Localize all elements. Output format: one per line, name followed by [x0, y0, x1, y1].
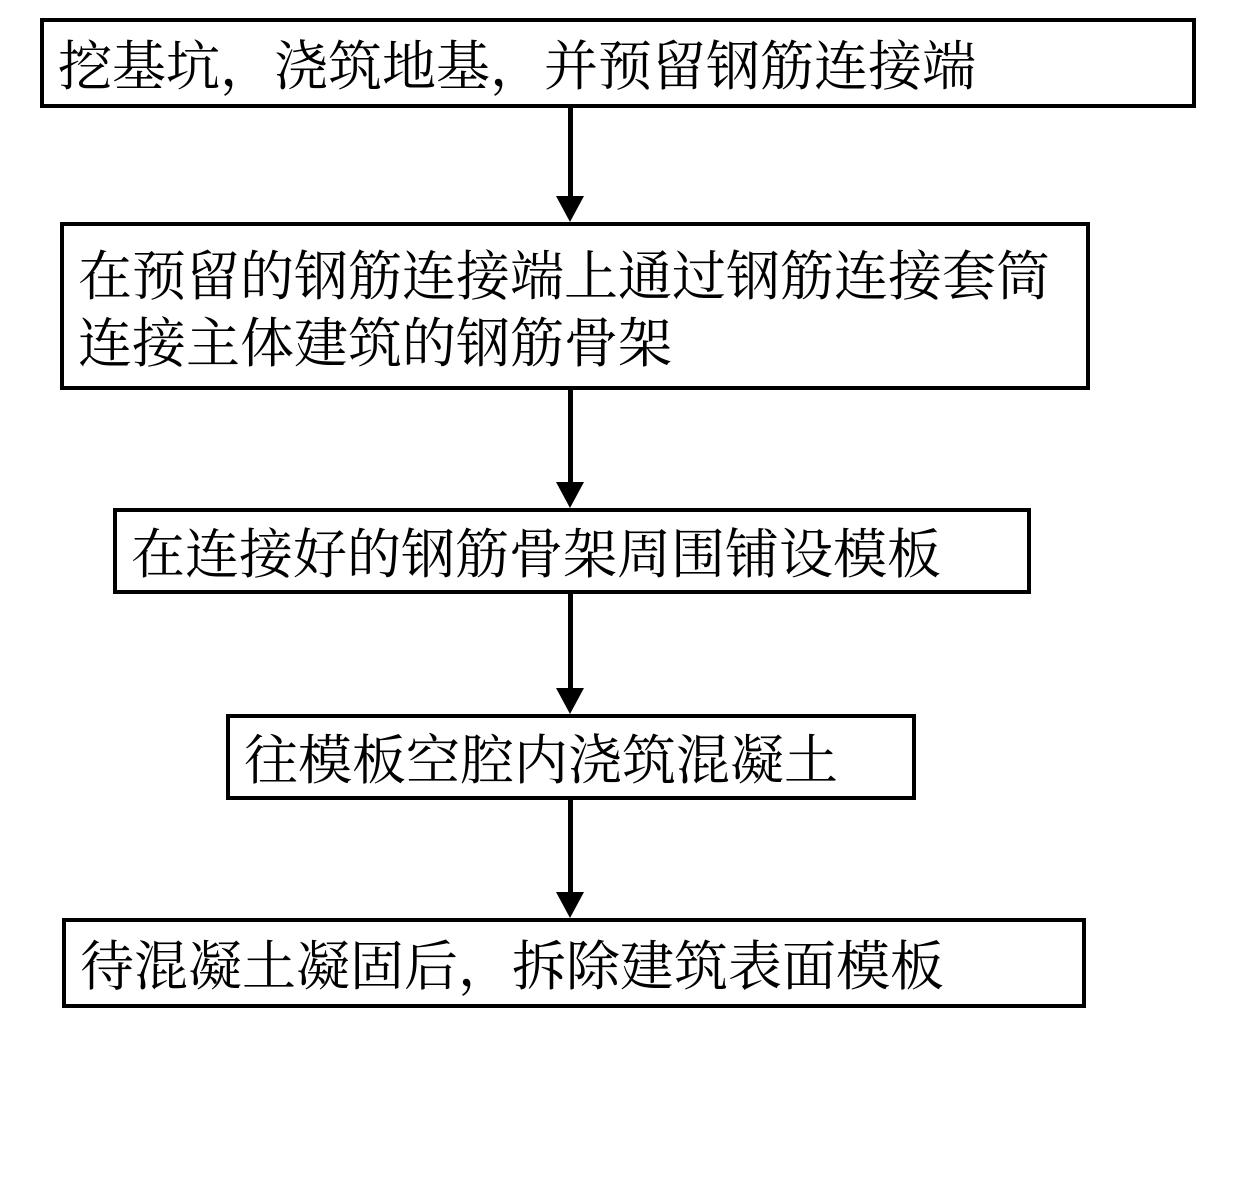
flowchart-canvas: 挖基坑，浇筑地基，并预留钢筋连接端在预留的钢筋连接端上通过钢筋连接套筒连接主体建…: [0, 0, 1240, 1196]
flow-step-3: 在连接好的钢筋骨架周围铺设模板: [113, 508, 1031, 594]
arrow-head-4: [556, 892, 584, 921]
flow-step-1: 挖基坑，浇筑地基，并预留钢筋连接端: [40, 18, 1196, 108]
arrow-head-3: [556, 688, 584, 717]
arrow-shaft-4: [568, 800, 573, 892]
arrow-shaft-1: [568, 108, 573, 196]
arrow-shaft-3: [568, 594, 573, 688]
flow-step-4: 往模板空腔内浇筑混凝土: [226, 714, 916, 800]
arrow-head-1: [556, 196, 584, 225]
arrow-head-2: [556, 482, 584, 511]
arrow-shaft-2: [568, 390, 573, 482]
flow-step-5: 待混凝土凝固后，拆除建筑表面模板: [62, 918, 1086, 1008]
flow-step-2: 在预留的钢筋连接端上通过钢筋连接套筒连接主体建筑的钢筋骨架: [60, 222, 1090, 390]
